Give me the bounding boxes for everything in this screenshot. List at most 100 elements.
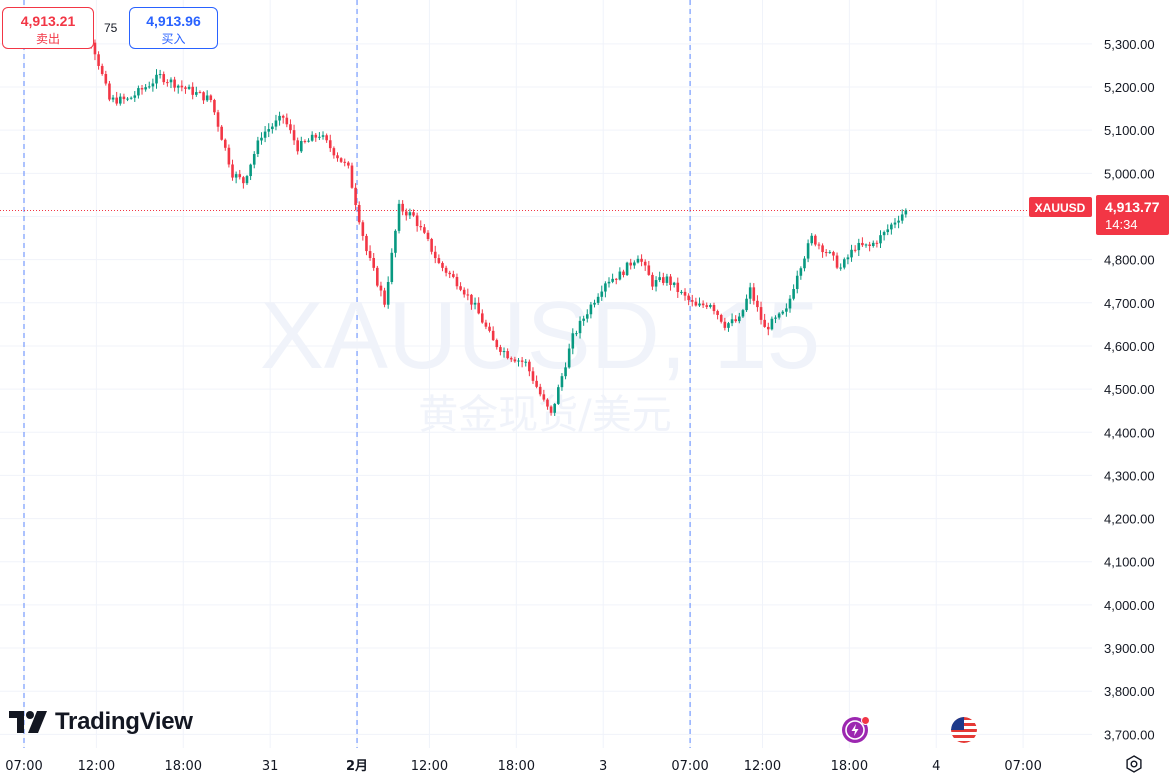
candle	[824, 249, 828, 257]
candle-body	[386, 281, 390, 305]
time-tick-label: 31	[262, 759, 279, 774]
candle	[759, 301, 763, 325]
candle-body	[354, 187, 357, 206]
candle-body	[502, 351, 506, 353]
candle	[332, 146, 336, 159]
candle-body	[379, 285, 383, 291]
candle-body	[495, 340, 499, 348]
candle-body	[133, 95, 137, 98]
candle	[184, 85, 187, 94]
candle	[567, 343, 571, 369]
time-tick-label: 18:00	[831, 759, 868, 774]
candle-body	[126, 98, 129, 100]
notification-dot	[861, 716, 870, 725]
candle	[140, 84, 144, 95]
candle-body	[310, 134, 314, 141]
candle-body	[741, 310, 745, 317]
candle-body	[640, 258, 643, 262]
us-flag-icon[interactable]	[951, 717, 977, 743]
candle	[633, 260, 636, 269]
time-axis: 07:00 12:00 18:00 31 2月 12:00 18:00 3 07:00 12:00…	[5, 759, 1042, 774]
candle	[683, 288, 687, 301]
candle-body	[176, 85, 180, 88]
candle	[828, 250, 832, 254]
candle-body	[517, 360, 520, 362]
gear-icon[interactable]	[1124, 754, 1144, 774]
watermark: XAUUSD, 15 黄金现货/美元	[260, 282, 820, 438]
candle	[433, 245, 437, 264]
candle-body	[680, 291, 683, 293]
candle	[607, 277, 611, 288]
candle-body	[531, 371, 535, 381]
sell-button[interactable]: 4,913.21 卖出	[2, 7, 94, 49]
candle	[600, 285, 604, 301]
candle	[774, 315, 777, 324]
candle	[339, 157, 343, 164]
candle-body	[437, 258, 441, 263]
candle-body	[651, 274, 654, 287]
bar-countdown: 14:34	[1105, 217, 1138, 232]
candle	[158, 69, 162, 79]
candle-body	[795, 275, 799, 290]
candle	[133, 91, 137, 102]
candle-body	[376, 267, 379, 286]
candle	[459, 282, 462, 292]
candle-body	[756, 300, 759, 308]
candle-body	[774, 317, 777, 319]
tradingview-logo[interactable]: TradingView	[9, 707, 193, 737]
candle-body	[817, 244, 821, 246]
price-tick-label: 4,100.00	[1104, 555, 1155, 570]
candle	[281, 114, 285, 124]
candle	[766, 322, 770, 336]
candle	[365, 233, 368, 256]
candle	[477, 297, 480, 315]
candle	[864, 243, 868, 248]
candle-body	[701, 303, 705, 306]
candle-body	[745, 298, 748, 311]
candle-body	[766, 326, 770, 330]
candle	[245, 174, 249, 185]
candle-body	[108, 83, 111, 100]
candle	[604, 281, 607, 298]
candle	[546, 398, 549, 410]
candle	[292, 124, 296, 145]
candle	[553, 403, 556, 416]
candle-body	[452, 274, 455, 277]
candle	[318, 132, 321, 141]
time-tick-label: 12:00	[78, 759, 115, 774]
symbol-tag	[1029, 197, 1092, 217]
candle	[835, 252, 839, 270]
candle-body	[850, 249, 853, 258]
buy-price: 4,913.96	[146, 13, 201, 29]
candle	[618, 267, 622, 281]
candle-body	[195, 92, 198, 95]
candle-body	[213, 99, 216, 113]
candle	[596, 293, 600, 305]
candle-body	[748, 287, 752, 299]
candle	[303, 139, 307, 144]
candle-body	[622, 271, 625, 276]
buy-button[interactable]: 4,913.96 买入	[129, 7, 218, 49]
candle-body	[709, 305, 712, 307]
candle-body	[564, 367, 567, 377]
candle	[890, 222, 893, 235]
candle-body	[187, 86, 191, 89]
candle-body	[799, 268, 803, 276]
candle-body	[810, 235, 814, 244]
candle	[220, 125, 223, 141]
candle	[354, 183, 357, 211]
candle	[310, 131, 314, 142]
spread-value: 75	[104, 21, 118, 35]
candle	[383, 287, 386, 308]
candle	[390, 248, 394, 285]
candle	[466, 288, 470, 301]
candle	[242, 175, 245, 189]
candle	[397, 199, 401, 234]
candle	[850, 244, 853, 262]
candle-body	[633, 262, 636, 266]
candle-body	[455, 276, 459, 287]
lightning-icon[interactable]	[842, 716, 870, 743]
candle-body	[249, 164, 252, 177]
candle-body	[408, 212, 412, 216]
